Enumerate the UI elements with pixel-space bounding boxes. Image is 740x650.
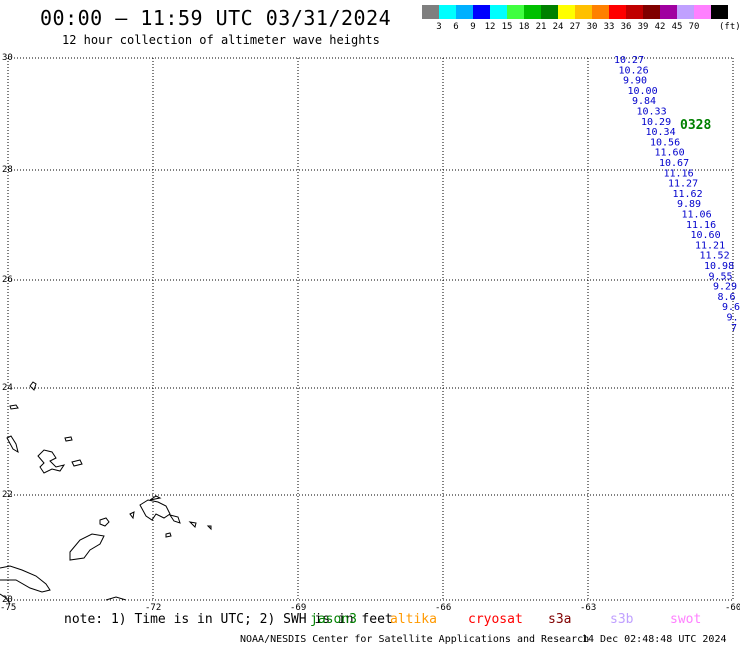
legend-swatch xyxy=(456,5,473,19)
swh-track: 10.2710.269.9010.009.8410.3310.2910.3410… xyxy=(614,55,740,334)
coastline xyxy=(0,381,212,605)
satellite-label-s3b: s3b xyxy=(610,612,634,627)
swh-value: 9.29 xyxy=(713,282,737,293)
swh-value: 11.16 xyxy=(686,220,716,231)
legend-label: 39 xyxy=(637,22,649,32)
swh-value: 10.34 xyxy=(646,127,676,138)
swh-value: 10.29 xyxy=(641,117,671,128)
legend-label: 18 xyxy=(518,22,530,32)
swh-value: 8.6 xyxy=(718,292,736,303)
legend-swatch xyxy=(490,5,507,19)
credit-text: NOAA/NESDIS Center for Satellite Applica… xyxy=(240,634,590,645)
legend-unit: (ft) xyxy=(719,22,740,32)
lon-tick-label: -63 xyxy=(580,603,596,613)
legend-swatch xyxy=(524,5,541,19)
lat-tick-label: 26 xyxy=(2,275,13,285)
legend-label: 3 xyxy=(436,22,442,32)
swh-value: 11.62 xyxy=(673,189,703,200)
legend-swatch xyxy=(660,5,677,19)
map-subtitle: 12 hour collection of altimeter wave hei… xyxy=(62,33,380,47)
legend-swatch xyxy=(558,5,575,19)
swh-value: 10.98 xyxy=(704,261,734,272)
legend-swatch xyxy=(422,5,439,19)
pass-time-label: 0328 xyxy=(680,118,711,133)
swh-value: 10.60 xyxy=(691,230,721,241)
lon-tick-label: -66 xyxy=(435,603,451,613)
swh-value: 10.56 xyxy=(650,137,680,148)
legend-label: 36 xyxy=(620,22,632,32)
legend-label: 12 xyxy=(484,22,496,32)
legend-label: 21 xyxy=(535,22,547,32)
legend-swatch xyxy=(592,5,609,19)
swh-value: 11.60 xyxy=(655,148,685,159)
swh-value: 10.26 xyxy=(619,65,649,76)
lon-tick-label: -60 xyxy=(725,603,740,613)
satellite-label-jason3: jason3 xyxy=(310,612,357,627)
legend-swatch xyxy=(541,5,558,19)
legend-label: 24 xyxy=(552,22,564,32)
lon-tick-label: -72 xyxy=(145,603,161,613)
swh-value: 11.16 xyxy=(664,168,694,179)
swh-value: 10.00 xyxy=(628,86,658,97)
legend-label: 6 xyxy=(453,22,459,32)
swh-value: 7 xyxy=(731,323,737,334)
swh-value: 11.27 xyxy=(668,179,698,190)
legend-label: 33 xyxy=(603,22,615,32)
swh-value: 11.06 xyxy=(682,210,712,221)
swh-value: 9.6 xyxy=(722,302,740,313)
satellite-label-s3a: s3a xyxy=(548,612,572,627)
timestamp-text: 14 Dec 02:48:48 UTC 2024 xyxy=(582,634,727,645)
swh-value: 10.67 xyxy=(659,158,689,169)
legend-label: 15 xyxy=(501,22,513,32)
legend-swatch xyxy=(609,5,626,19)
legend-label: 30 xyxy=(586,22,598,32)
legend-label: 45 xyxy=(671,22,683,32)
swh-value: 10.27 xyxy=(614,55,644,66)
swh-value: 9.89 xyxy=(677,199,701,210)
swh-value: 9.84 xyxy=(632,96,656,107)
legend-swatch xyxy=(473,5,490,19)
lat-tick-label: 28 xyxy=(2,165,13,175)
satellite-label-swot: swot xyxy=(670,612,702,627)
legend-swatch xyxy=(507,5,524,19)
legend-swatch xyxy=(694,5,711,19)
legend-swatch xyxy=(626,5,643,19)
legend-label: 9 xyxy=(470,22,476,32)
legend-swatch xyxy=(439,5,456,19)
legend-swatch xyxy=(711,5,728,19)
swh-value: 11.21 xyxy=(695,240,725,251)
satellite-label-altika: altika xyxy=(390,612,437,627)
legend-label: 70 xyxy=(688,22,700,32)
lat-tick-label: 24 xyxy=(2,383,13,393)
swh-value: 10.33 xyxy=(637,107,667,118)
swh-value: 11.52 xyxy=(700,251,730,262)
legend-label: 27 xyxy=(569,22,581,32)
legend-swatch xyxy=(575,5,592,19)
legend-label: 42 xyxy=(654,22,666,32)
swh-value: 9.55 xyxy=(709,271,733,282)
lat-tick-label: 22 xyxy=(2,490,13,500)
lon-tick-label: -75 xyxy=(0,603,16,613)
swh-value: 9.90 xyxy=(623,76,647,87)
map-title: 00:00 – 11:59 UTC 03/31/2024 xyxy=(40,6,392,30)
lat-tick-label: 30 xyxy=(2,53,13,63)
footer-note: note: 1) Time is in UTC; 2) SWH is in fe… xyxy=(64,612,393,627)
lon-tick-label: -69 xyxy=(290,603,306,613)
legend-swatch xyxy=(643,5,660,19)
swh-value: 9. xyxy=(727,313,739,324)
satellite-label-cryosat: cryosat xyxy=(468,612,523,627)
legend-swatch xyxy=(677,5,694,19)
